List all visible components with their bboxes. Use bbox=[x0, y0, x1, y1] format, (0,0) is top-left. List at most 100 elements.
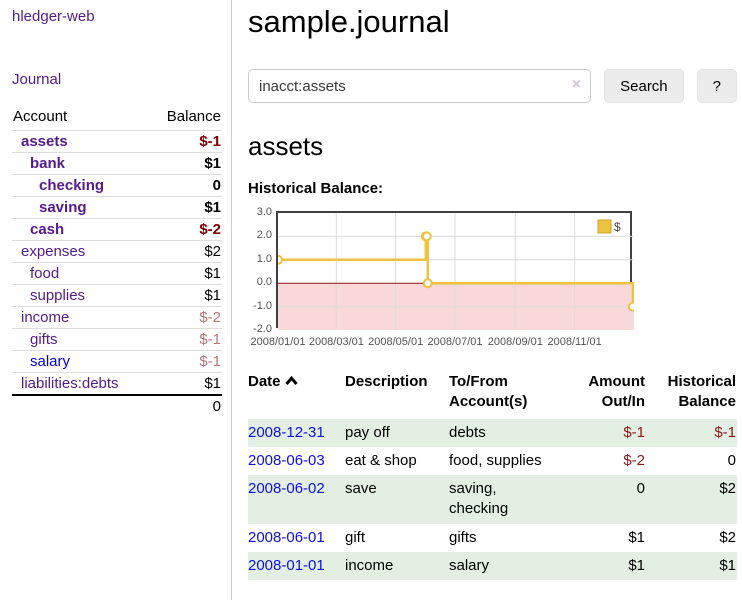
register-description-cell: save bbox=[345, 475, 449, 524]
x-axis-tick-label: 2008/07/01 bbox=[421, 336, 489, 348]
register-accounts-cell: food, supplies bbox=[449, 447, 585, 475]
register-date-cell: 2008-01-01 bbox=[248, 552, 345, 580]
account-balance: $1 bbox=[149, 373, 222, 396]
account-row: gifts$-1 bbox=[12, 329, 222, 351]
register-row: 2008-12-31pay offdebts$-1$-1 bbox=[248, 419, 737, 447]
register-balance-cell: $2 bbox=[645, 475, 737, 524]
y-axis-tick-label: 1.0 bbox=[248, 253, 272, 265]
register-accounts-cell: salary bbox=[449, 552, 585, 580]
register-accounts-cell: gifts bbox=[449, 524, 585, 552]
register-header-date-label: Date bbox=[248, 373, 281, 390]
register-amount-cell: 0 bbox=[585, 475, 645, 524]
chart-canvas: $ bbox=[278, 213, 634, 330]
account-row: checking0 bbox=[12, 175, 222, 197]
account-link-food[interactable]: food bbox=[12, 265, 149, 282]
y-axis-tick-label: -1.0 bbox=[248, 300, 272, 312]
search-button[interactable]: Search bbox=[604, 69, 684, 103]
account-link-salary[interactable]: salary bbox=[12, 353, 149, 370]
search-row: × Search ? bbox=[248, 69, 737, 103]
y-axis-tick-label: -2.0 bbox=[248, 323, 272, 335]
register-accounts-cell: saving, checking bbox=[449, 475, 585, 524]
app-title-link[interactable]: hledger-web bbox=[12, 8, 95, 25]
register-amount-cell: $1 bbox=[585, 552, 645, 580]
register-row: 2008-06-02 savesaving, checking0$2 bbox=[248, 475, 737, 524]
accounts-total-balance: 0 bbox=[149, 395, 222, 417]
account-link-liabilities-debts[interactable]: liabilities:debts bbox=[12, 375, 149, 392]
account-name-cell: supplies bbox=[12, 285, 149, 307]
account-name-cell: income bbox=[12, 307, 149, 329]
account-balance: $1 bbox=[149, 153, 222, 175]
account-name-cell: food bbox=[12, 263, 149, 285]
register-header-balance: Historical Balance bbox=[645, 369, 737, 419]
help-button[interactable]: ? bbox=[697, 69, 737, 103]
account-row: bank$1 bbox=[12, 153, 222, 175]
register-header-amount: Amount Out/In bbox=[585, 369, 645, 419]
account-link-checking[interactable]: checking bbox=[12, 177, 149, 194]
transaction-date-link[interactable]: 2008-06-03 bbox=[248, 452, 325, 469]
account-name-cell: bank bbox=[12, 153, 149, 175]
accounts-header-balance: Balance bbox=[149, 106, 222, 131]
y-axis-tick-label: 3.0 bbox=[248, 206, 272, 218]
account-row: assets$-1 bbox=[12, 131, 222, 153]
nav-journal-link[interactable]: Journal bbox=[12, 71, 61, 88]
account-link-bank[interactable]: bank bbox=[12, 155, 149, 172]
register-date-cell: 2008-06-02 bbox=[248, 475, 345, 524]
account-link-income[interactable]: income bbox=[12, 309, 149, 326]
register-accounts-cell: debts bbox=[449, 419, 585, 447]
register-balance-cell: 0 bbox=[645, 447, 737, 475]
register-description-cell: gift bbox=[345, 524, 449, 552]
page-layout: hledger-web Journal Account Balance asse… bbox=[0, 0, 742, 600]
account-row: liabilities:debts$1 bbox=[12, 373, 222, 396]
register-row: 2008-01-01incomesalary$1$1 bbox=[248, 552, 737, 580]
clear-search-icon[interactable]: × bbox=[572, 76, 581, 94]
x-axis-tick-label: 2008/09/01 bbox=[481, 336, 549, 348]
sidebar-nav: Journal bbox=[12, 71, 223, 89]
account-link-saving[interactable]: saving bbox=[12, 199, 149, 216]
account-link-assets[interactable]: assets bbox=[12, 133, 149, 150]
account-row: supplies$1 bbox=[12, 285, 222, 307]
register-header-accounts: To/From Account(s) bbox=[449, 369, 585, 419]
account-link-gifts[interactable]: gifts bbox=[12, 331, 149, 348]
account-balance: $-1 bbox=[149, 329, 222, 351]
transaction-date-link[interactable]: 2008-06-02 bbox=[248, 480, 325, 497]
account-name-cell: saving bbox=[12, 197, 149, 219]
account-name-cell: checking bbox=[12, 175, 149, 197]
chart-plot-area: $ bbox=[276, 211, 632, 328]
account-name-cell: expenses bbox=[12, 241, 149, 263]
x-axis-tick-label: 2008/11/01 bbox=[541, 336, 609, 348]
account-link-cash[interactable]: cash bbox=[12, 221, 149, 238]
register-row: 2008-06-01giftgifts$1$2 bbox=[248, 524, 737, 552]
register-row: 2008-06-03eat & shopfood, supplies$-20 bbox=[248, 447, 737, 475]
register-header-row: Date Description To/From Account(s) Amou… bbox=[248, 369, 737, 419]
data-point-marker bbox=[423, 232, 431, 240]
register-date-cell: 2008-12-31 bbox=[248, 419, 345, 447]
register-balance-cell: $2 bbox=[645, 524, 737, 552]
search-input[interactable] bbox=[248, 69, 591, 103]
register-date-cell: 2008-06-03 bbox=[248, 447, 345, 475]
accounts-total-row: 0 bbox=[12, 395, 222, 417]
account-balance: $-2 bbox=[149, 219, 222, 241]
register-header-date[interactable]: Date bbox=[248, 369, 345, 419]
account-name-cell: salary bbox=[12, 351, 149, 373]
legend-swatch bbox=[598, 220, 611, 233]
transaction-date-link[interactable]: 2008-06-01 bbox=[248, 529, 325, 546]
account-row: saving$1 bbox=[12, 197, 222, 219]
account-balance: $1 bbox=[149, 285, 222, 307]
account-row: salary$-1 bbox=[12, 351, 222, 373]
register-balance-cell: $-1 bbox=[645, 419, 737, 447]
register-header-description: Description bbox=[345, 369, 449, 419]
account-link-expenses[interactable]: expenses bbox=[12, 243, 149, 260]
register-description-cell: eat & shop bbox=[345, 447, 449, 475]
account-balance: $-1 bbox=[149, 351, 222, 373]
data-point-marker bbox=[629, 303, 634, 311]
transaction-date-link[interactable]: 2008-01-01 bbox=[248, 557, 325, 574]
y-axis-tick-label: 2.0 bbox=[248, 229, 272, 241]
account-balance: 0 bbox=[149, 175, 222, 197]
account-balance: $-1 bbox=[149, 131, 222, 153]
page-title: sample.journal bbox=[248, 4, 737, 40]
sidebar: hledger-web Journal Account Balance asse… bbox=[0, 0, 232, 600]
account-link-supplies[interactable]: supplies bbox=[12, 287, 149, 304]
transaction-date-link[interactable]: 2008-12-31 bbox=[248, 424, 325, 441]
data-point-marker bbox=[278, 256, 282, 264]
accounts-table: Account Balance assets$-1bank$1checking0… bbox=[12, 106, 222, 417]
